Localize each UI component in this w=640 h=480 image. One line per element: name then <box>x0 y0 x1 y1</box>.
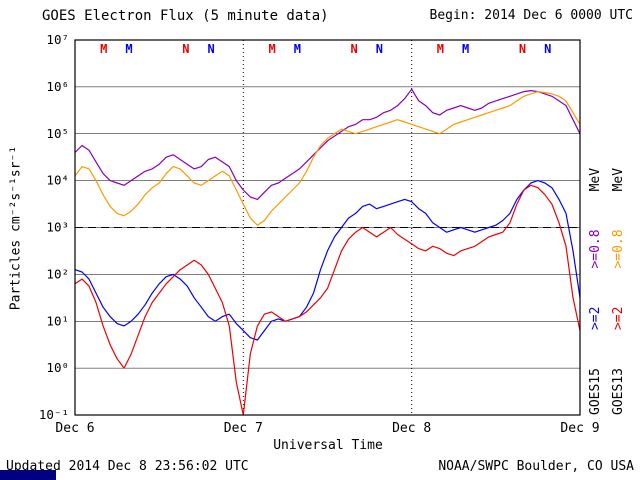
y-tick-label: 10⁰ <box>46 360 69 375</box>
y-axis-label: Particles cm⁻²s⁻¹sr⁻¹ <box>8 145 24 311</box>
noon-midnight-marker: M <box>462 42 469 56</box>
y-tick-label: 10⁵ <box>46 126 69 141</box>
x-tick-label: Dec 7 <box>224 421 263 436</box>
noon-midnight-marker: N <box>519 42 526 56</box>
legend-goes15-mev: MeV <box>588 167 603 192</box>
x-tick-label: Dec 9 <box>560 421 599 436</box>
series-goes13-e08 <box>74 90 581 226</box>
legend-goes13-mev: MeV <box>611 167 626 192</box>
bottom-left-bar <box>0 470 56 480</box>
y-tick-label: 10² <box>46 266 69 281</box>
noon-midnight-marker: N <box>376 42 383 56</box>
noon-midnight-marker: M <box>294 42 301 56</box>
legend-goes15-ge2: >=2 <box>588 306 603 331</box>
noon-midnight-marker: N <box>182 42 189 56</box>
y-tick-label: 10⁴ <box>46 173 69 188</box>
x-tick-label: Dec 8 <box>392 421 431 436</box>
legend-goes15: GOES15 >=2 >=0.8 MeV <box>588 168 603 415</box>
legend-goes15-satellite: GOES15 <box>588 368 603 415</box>
begin-timestamp: Begin: 2014 Dec 6 0000 UTC <box>429 8 634 23</box>
y-tick-label: 10³ <box>46 220 69 235</box>
y-tick-label: 10⁶ <box>46 79 69 94</box>
y-tick-label: 10¹ <box>46 313 69 328</box>
plot-frame <box>74 39 581 416</box>
chart-title: GOES Electron Flux (5 minute data) <box>42 8 329 24</box>
source-label: NOAA/SWPC Boulder, CO USA <box>438 459 634 474</box>
noon-midnight-marker: N <box>207 42 214 56</box>
noon-midnight-marker: M <box>268 42 275 56</box>
updated-timestamp: Updated 2014 Dec 8 23:56:02 UTC <box>6 459 249 474</box>
noon-midnight-marker: M <box>125 42 132 56</box>
legend-goes13: GOES13 >=2 >=0.8 MeV <box>611 168 626 415</box>
noon-midnight-marker: M <box>437 42 444 56</box>
legend-goes13-ge08: >=0.8 <box>611 229 626 269</box>
series-goes15-e08 <box>74 88 581 200</box>
y-tick-label: 10⁻¹ <box>39 407 69 422</box>
legend-goes13-satellite: GOES13 <box>611 368 626 415</box>
legend-goes13-ge2: >=2 <box>611 306 626 331</box>
series-goes15-e2 <box>74 180 581 341</box>
x-axis-label: Universal Time <box>273 438 383 453</box>
noon-midnight-marker: N <box>544 42 551 56</box>
x-tick-label: Dec 6 <box>55 421 94 436</box>
noon-midnight-marker: N <box>351 42 358 56</box>
series-goes13-e2 <box>74 184 581 416</box>
noon-midnight-marker: M <box>100 42 107 56</box>
legend-goes15-ge08: >=0.8 <box>588 229 603 269</box>
y-tick-label: 10⁷ <box>46 32 69 47</box>
